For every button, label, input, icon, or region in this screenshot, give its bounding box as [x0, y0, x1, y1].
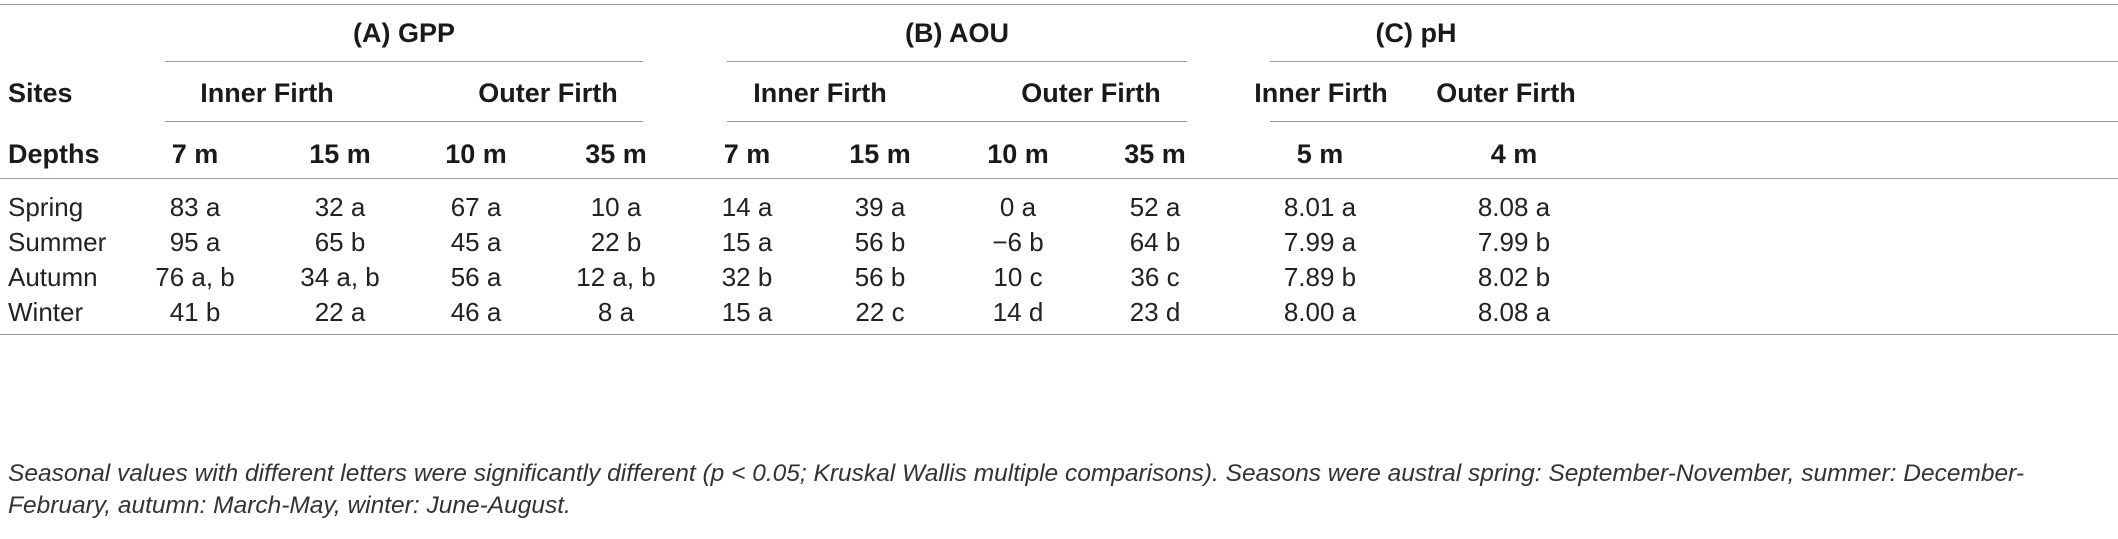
aou-group-rule	[727, 61, 1187, 62]
depth-col-10: 4 m	[1490, 139, 1538, 169]
ph-site-rule	[1270, 121, 2118, 122]
table-cell: 65 b	[314, 227, 366, 257]
table-cell: 41 b	[169, 297, 221, 327]
table-cell: 76 a, b	[155, 262, 235, 292]
table-bottom-rule	[0, 334, 2118, 335]
site-outer-firth-ph: Outer Firth	[1436, 78, 1576, 108]
table-cell: 45 a	[450, 227, 502, 257]
table-cell: 22 a	[314, 297, 366, 327]
table-cell: 23 d	[1129, 297, 1181, 327]
table-cell: 8.00 a	[1283, 297, 1357, 327]
table-cell: 8.02 b	[1477, 262, 1551, 292]
table-cell: 34 a, b	[300, 262, 380, 292]
site-outer-firth-aou: Outer Firth	[1021, 78, 1161, 108]
gpp-site-rule	[165, 121, 643, 122]
table-cell: 56 b	[854, 262, 906, 292]
table-cell: 7.99 b	[1477, 227, 1551, 257]
depth-col-3: 10 m	[445, 139, 507, 169]
table-cell: 15 a	[721, 227, 773, 257]
table-cell: 83 a	[169, 192, 221, 222]
table-cell: 15 a	[721, 297, 773, 327]
depths-label: Depths	[8, 139, 100, 169]
table-footnote: Seasonal values with different letters w…	[8, 460, 2025, 519]
table-cell: 22 c	[855, 297, 905, 327]
header-bottom-rule	[0, 178, 2118, 179]
table-cell: 7.89 b	[1283, 262, 1357, 292]
table-cell: 10 a	[590, 192, 642, 222]
row-label-spring: Spring	[8, 192, 84, 222]
table-cell: 14 d	[992, 297, 1044, 327]
depth-col-4: 35 m	[585, 139, 647, 169]
group-header-ph: (C) pH	[1375, 18, 1457, 48]
site-inner-firth-gpp: Inner Firth	[200, 78, 334, 108]
table-cell: 64 b	[1129, 227, 1181, 257]
table-cell: 10 c	[993, 262, 1043, 292]
depth-col-8: 35 m	[1124, 139, 1186, 169]
table-cell: 14 a	[721, 192, 773, 222]
depth-col-1: 7 m	[171, 139, 219, 169]
table-cell: 22 b	[590, 227, 642, 257]
ph-group-rule	[1270, 61, 2118, 62]
table-cell: 46 a	[450, 297, 502, 327]
row-label-winter: Winter	[8, 297, 84, 327]
site-inner-firth-aou: Inner Firth	[753, 78, 887, 108]
table-cell: 32 a	[314, 192, 366, 222]
table-top-rule	[0, 4, 2118, 5]
group-header-aou: (B) AOU	[905, 18, 1009, 48]
table-cell: 0 a	[999, 192, 1037, 222]
depth-col-7: 10 m	[987, 139, 1049, 169]
table-cell: 36 c	[1130, 262, 1180, 292]
sites-label: Sites	[8, 78, 73, 108]
group-header-gpp: (A) GPP	[352, 18, 456, 48]
table-cell: −6 b	[992, 227, 1044, 257]
row-label-summer: Summer	[8, 227, 107, 257]
table-cell: 8 a	[597, 297, 635, 327]
depth-col-6: 15 m	[849, 139, 911, 169]
table-cell: 56 a	[450, 262, 502, 292]
depth-col-5: 7 m	[723, 139, 771, 169]
table-cell: 52 a	[1129, 192, 1181, 222]
table-cell: 67 a	[450, 192, 502, 222]
table-cell: 8.08 a	[1477, 192, 1551, 222]
depth-col-2: 15 m	[309, 139, 371, 169]
table-cell: 7.99 a	[1283, 227, 1357, 257]
row-label-autumn: Autumn	[8, 262, 98, 292]
table-cell: 12 a, b	[576, 262, 656, 292]
aou-site-rule	[727, 121, 1187, 122]
table-cell: 95 a	[169, 227, 221, 257]
table-cell: 8.01 a	[1283, 192, 1357, 222]
gpp-group-rule	[165, 61, 643, 62]
table-cell: 39 a	[854, 192, 906, 222]
table-cell: 32 b	[721, 262, 773, 292]
table-cell: 56 b	[854, 227, 906, 257]
table-cell: 8.08 a	[1477, 297, 1551, 327]
depth-col-9: 5 m	[1296, 139, 1344, 169]
site-outer-firth-gpp: Outer Firth	[478, 78, 618, 108]
site-inner-firth-ph: Inner Firth	[1254, 78, 1388, 108]
